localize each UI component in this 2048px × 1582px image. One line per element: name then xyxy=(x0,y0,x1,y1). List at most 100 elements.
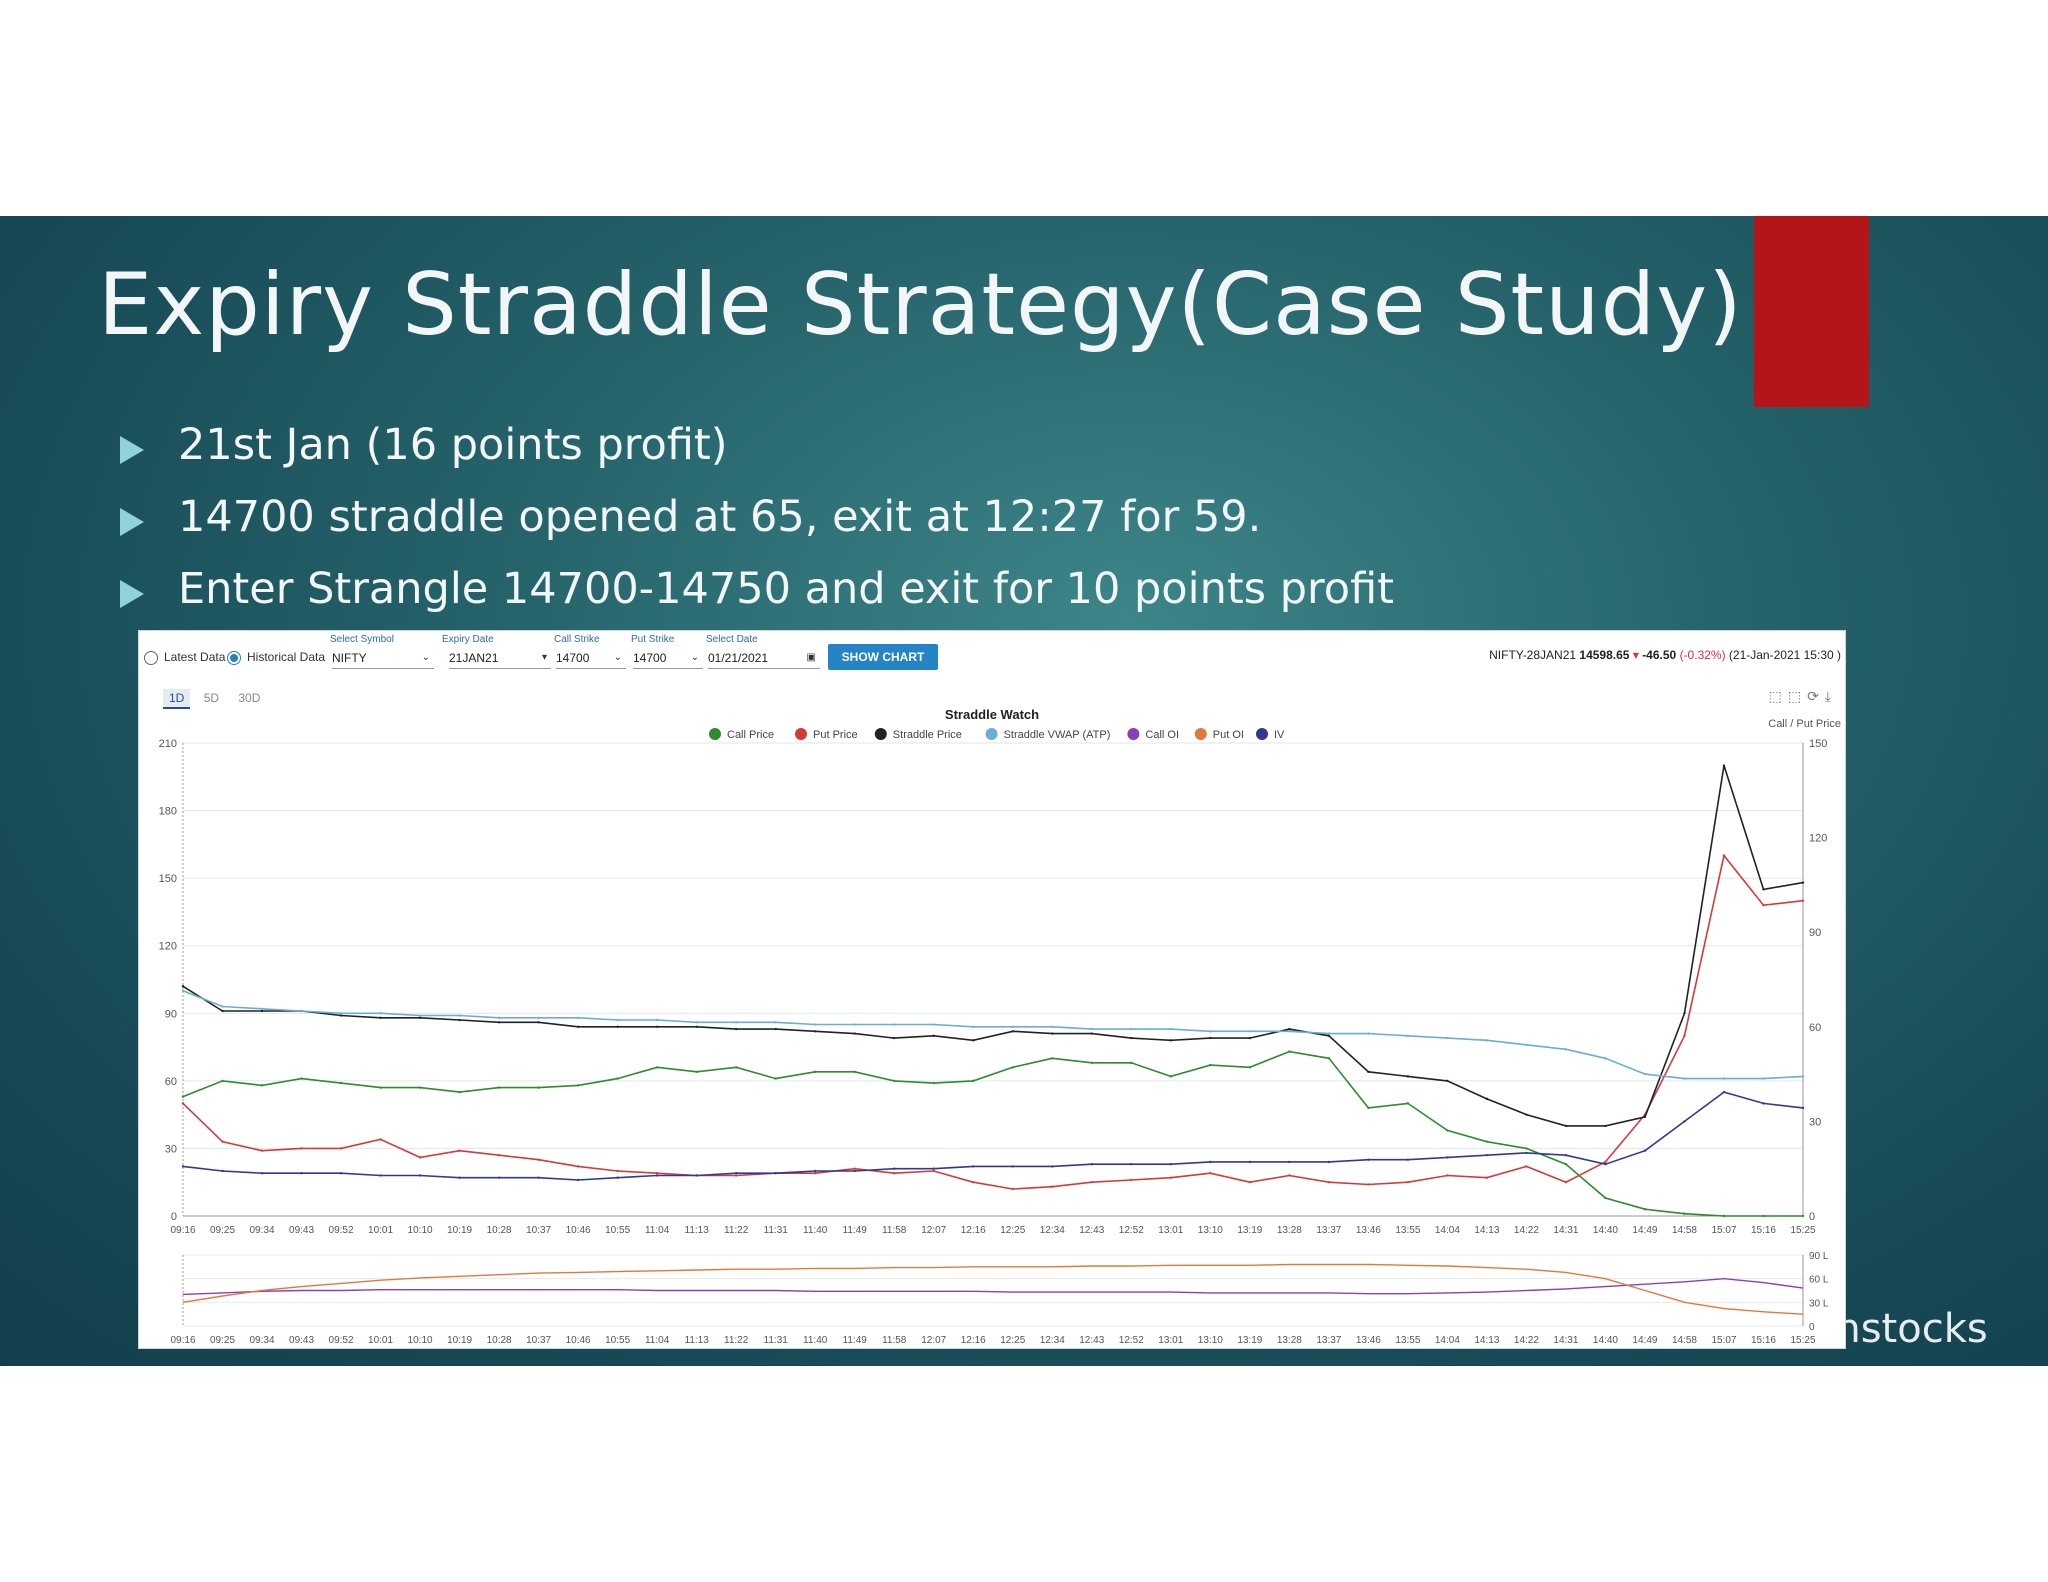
x-tick-label: 12:07 xyxy=(921,1225,946,1236)
data-point xyxy=(893,1023,896,1026)
legend-marker xyxy=(1256,728,1268,740)
range-5d[interactable]: 5D xyxy=(203,691,220,705)
data-point xyxy=(893,1036,896,1040)
oi-x-tick-label: 09:52 xyxy=(329,1335,354,1346)
data-point xyxy=(1801,1106,1805,1110)
data-point xyxy=(339,1172,343,1175)
date-input[interactable]: 01/21/2021 ▣ xyxy=(708,648,820,669)
put-strike-select[interactable]: 14700 ⌄ xyxy=(633,648,703,669)
legend-label: Put OI xyxy=(1213,729,1244,741)
data-point xyxy=(221,1005,224,1008)
show-chart-button[interactable]: SHOW CHART xyxy=(828,644,938,670)
oi-x-tick-label: 10:01 xyxy=(368,1335,393,1346)
data-point xyxy=(537,1176,540,1179)
data-point xyxy=(853,1023,856,1026)
data-point xyxy=(379,1012,382,1015)
x-tick-label: 13:19 xyxy=(1237,1225,1262,1236)
chevron-down-icon: ⌄ xyxy=(421,652,430,663)
series-line xyxy=(182,765,1804,1127)
data-point xyxy=(1525,1147,1528,1150)
series-line xyxy=(182,990,1804,1080)
oi-x-tick-label: 14:58 xyxy=(1672,1335,1697,1346)
symbol-label: Select Symbol xyxy=(330,634,394,645)
x-tick-label: 14:13 xyxy=(1474,1225,1499,1236)
reset-icon[interactable]: ⟳ xyxy=(1807,689,1825,705)
y2-tick-label: 90 xyxy=(1809,927,1821,939)
bullet-text: Enter Strangle 14700-14750 and exit for … xyxy=(178,564,1395,614)
data-point xyxy=(1564,1153,1568,1157)
latest-data-label: Latest Data xyxy=(164,650,226,664)
x-tick-label: 14:49 xyxy=(1632,1225,1657,1236)
chevron-down-icon: ▾ xyxy=(541,652,547,663)
data-point xyxy=(221,1009,224,1013)
data-point xyxy=(497,1153,501,1157)
chart-panel: Latest Data Historical Data Select Symbo… xyxy=(138,630,1846,1349)
legend-marker xyxy=(1127,728,1140,740)
data-point xyxy=(1209,1036,1212,1040)
data-point xyxy=(1248,1036,1252,1040)
calendar-icon[interactable]: ▣ xyxy=(806,652,816,663)
data-point xyxy=(1011,1165,1014,1168)
data-point xyxy=(813,1172,817,1175)
oi-x-tick-label: 10:19 xyxy=(447,1335,472,1346)
data-point xyxy=(616,1018,619,1022)
data-point xyxy=(734,1172,738,1175)
data-point xyxy=(260,1009,264,1013)
legend-marker xyxy=(985,728,998,740)
symbol-select[interactable]: NIFTY ⌄ xyxy=(332,648,434,669)
select-icon[interactable]: ⬚ xyxy=(1787,689,1808,705)
latest-data-radio[interactable] xyxy=(144,651,158,665)
range-selector: 1D 5D 30D xyxy=(163,689,270,709)
historical-data-radio[interactable] xyxy=(227,651,241,665)
data-point xyxy=(260,1007,264,1010)
range-30d[interactable]: 30D xyxy=(238,691,261,705)
data-point xyxy=(853,1032,856,1035)
chart-tools: ⬚⬚⟳⤓ xyxy=(1769,689,1837,705)
oi-x-tick-label: 09:34 xyxy=(250,1335,275,1346)
bullet-arrow-icon xyxy=(120,580,144,608)
data-point xyxy=(655,1025,659,1028)
data-point xyxy=(813,1070,817,1074)
call-strike-value: 14700 xyxy=(556,651,590,665)
data-point xyxy=(497,1016,501,1019)
data-point xyxy=(1169,1176,1173,1179)
oi-x-tick-label: 12:43 xyxy=(1079,1335,1104,1346)
data-point xyxy=(1327,1181,1331,1184)
oi-x-tick-label: 14:22 xyxy=(1514,1335,1539,1346)
oi-x-tick-label: 12:34 xyxy=(1040,1335,1065,1346)
data-point xyxy=(1011,1025,1014,1028)
data-point xyxy=(1406,1102,1410,1105)
oi-x-tick-label: 11:13 xyxy=(685,1335,710,1346)
data-point xyxy=(537,1016,540,1019)
oi-x-tick-label: 09:16 xyxy=(170,1335,195,1346)
data-point xyxy=(1683,1012,1686,1015)
oi-x-tick-label: 14:49 xyxy=(1632,1335,1657,1346)
data-point xyxy=(339,1147,343,1150)
expiry-value: 21JAN21 xyxy=(449,651,499,665)
data-point xyxy=(616,1077,619,1080)
data-point xyxy=(221,1079,224,1083)
data-point xyxy=(774,1172,777,1175)
x-tick-label: 12:43 xyxy=(1079,1225,1104,1236)
oi-x-tick-label: 10:55 xyxy=(605,1335,630,1346)
data-point xyxy=(339,1081,343,1085)
data-point xyxy=(1367,1183,1370,1186)
data-point xyxy=(1643,1072,1647,1076)
expiry-select[interactable]: 21JAN21 ▾ xyxy=(449,648,551,669)
oi-x-tick-label: 13:55 xyxy=(1395,1335,1420,1346)
data-point xyxy=(734,1174,738,1177)
zoom-icon[interactable]: ⬚ xyxy=(1768,689,1788,705)
data-point xyxy=(1248,1160,1252,1164)
data-point xyxy=(339,1014,343,1017)
call-strike-select[interactable]: 14700 ⌄ xyxy=(556,648,626,669)
range-1d[interactable]: 1D xyxy=(163,689,191,709)
x-tick-label: 11:58 xyxy=(882,1225,907,1236)
data-point xyxy=(734,1027,738,1031)
chart-title: Straddle Watch xyxy=(945,707,1039,722)
data-point xyxy=(181,1095,185,1098)
data-point xyxy=(1209,1063,1212,1067)
x-tick-label: 13:10 xyxy=(1198,1225,1223,1236)
data-point xyxy=(734,1021,738,1024)
y-tick-label: 120 xyxy=(159,941,177,953)
download-icon[interactable]: ⤓ xyxy=(1824,689,1837,705)
